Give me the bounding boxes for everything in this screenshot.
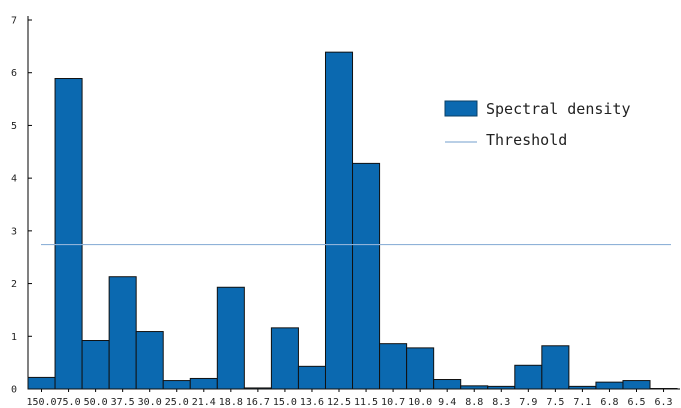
bar [352, 162, 381, 390]
x-tick-label: 150.0 [26, 397, 56, 408]
bar [54, 78, 83, 390]
x-tick-label: 11.5 [354, 397, 378, 408]
legend-swatch-spectral-density [444, 100, 478, 117]
bar [460, 385, 489, 390]
y-tick-label: 2 [11, 279, 17, 290]
bar [406, 347, 435, 390]
bar [649, 388, 678, 390]
y-tick-label: 1 [11, 332, 17, 343]
y-tick-label: 5 [11, 121, 17, 132]
bar [324, 51, 354, 390]
x-tick-label: 13.6 [300, 397, 324, 408]
bar [622, 380, 651, 390]
bar [487, 385, 516, 390]
bar [297, 365, 326, 390]
bar [433, 379, 462, 390]
bar [27, 376, 56, 390]
bar [595, 381, 624, 390]
x-tick-label: 75.0 [57, 397, 81, 408]
bar [135, 331, 164, 390]
y-tick-label: 6 [11, 68, 17, 79]
x-tick-label: 15.0 [273, 397, 297, 408]
y-tick-label: 7 [11, 16, 17, 27]
bar [81, 340, 110, 390]
bar [243, 387, 272, 390]
bar [379, 343, 408, 390]
x-tick-label: 50.0 [84, 397, 108, 408]
legend-label-threshold: Threshold [486, 131, 567, 149]
x-tick-label: 21.4 [192, 397, 216, 408]
y-tick-label: 3 [11, 226, 17, 237]
bar [108, 276, 137, 390]
x-tick-label: 7.9 [519, 397, 537, 408]
x-tick-label: 7.5 [546, 397, 564, 408]
x-tick-label: 18.8 [219, 397, 243, 408]
x-tick-label: 10.7 [381, 397, 405, 408]
x-tick-label: 6.3 [655, 397, 673, 408]
x-tick-label: 7.1 [573, 397, 591, 408]
x-tick-label: 6.8 [600, 397, 618, 408]
x-tick-label: 30.0 [138, 397, 162, 408]
x-tick-labels: 150.0 75.0 50.0 37.5 30.0 25.0 21.4 18.8 16.7 15.… [26, 397, 672, 408]
bar [270, 327, 299, 390]
x-tick-label: 8.8 [465, 397, 483, 408]
x-tick-label: 37.5 [111, 397, 135, 408]
x-tick-label: 25.0 [165, 397, 189, 408]
y-tick-label: 4 [11, 174, 17, 185]
bars [27, 51, 678, 390]
x-tick-label: 10.0 [408, 397, 432, 408]
x-tick-label: 6.5 [627, 397, 645, 408]
bar [541, 345, 570, 390]
y-tick-label: 0 [11, 385, 17, 396]
legend: Spectral density Threshold [444, 100, 631, 149]
x-tick-label: 16.7 [246, 397, 270, 408]
y-tick-labels: 0 1 2 3 4 5 6 7 [11, 16, 17, 396]
bar [216, 286, 245, 390]
x-tick-label: 12.5 [327, 397, 351, 408]
bar [514, 364, 543, 390]
bar [568, 385, 597, 390]
bar [189, 377, 218, 390]
x-tick-label: 9.4 [438, 397, 456, 408]
bar [162, 380, 191, 390]
x-tick-label: 8.3 [492, 397, 510, 408]
legend-label-spectral-density: Spectral density [486, 100, 631, 118]
